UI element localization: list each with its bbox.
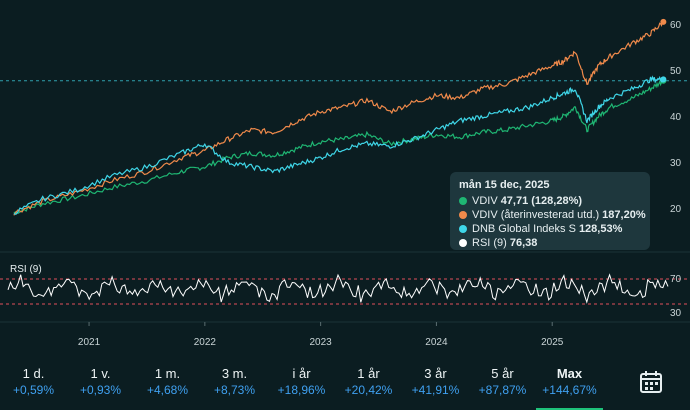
tooltip-row-name: DNB Global Indeks S (472, 223, 576, 235)
period-change: +20,42% (344, 383, 393, 397)
y-tick-label: 30 (670, 158, 682, 169)
y-tick-label: 60 (670, 20, 682, 31)
series-end-point-2 (660, 76, 667, 83)
tooltip-date: mån 15 dec, 2025 (459, 179, 550, 191)
period-label: 3 år (424, 366, 447, 381)
tooltip-row-vdiv: VDIV 47,71 (128,28%) (459, 194, 641, 208)
rsi-lower-label: 30 (670, 308, 682, 319)
period-1y[interactable]: 1 år +20,42% (335, 357, 402, 410)
period-change: +4,68% (146, 383, 189, 397)
tooltip-row-value: 76,38 (509, 237, 538, 249)
period-selector: 1 d. +0,59% 1 v. +0,93% 1 m. +4,68% 3 m.… (0, 357, 690, 410)
tooltip-row-dnb: DNB Global Indeks S 128,53% (459, 222, 641, 236)
period-change: +41,91% (411, 383, 460, 397)
reinvested-dot-icon (459, 211, 467, 219)
calendar-icon (640, 371, 662, 393)
tooltip-row-rsi: RSI (9) 76,38 (459, 236, 641, 250)
period-1m[interactable]: 1 m. +4,68% (134, 357, 201, 410)
period-ytd[interactable]: i år +18,96% (268, 357, 335, 410)
rsi-line (7, 273, 669, 304)
period-label: 1 d. (22, 366, 45, 381)
tooltip-row-name: VDIV (återinvesterad utd.) (472, 209, 600, 221)
x-tick-label: 2025 (541, 337, 564, 348)
y-tick-label: 40 (670, 112, 682, 123)
calendar-button[interactable] (638, 369, 664, 395)
period-change: +8,73% (213, 383, 256, 397)
period-change: +0,93% (79, 383, 122, 397)
period-label: 1 m. (154, 366, 181, 381)
rsi-dot-icon (459, 239, 467, 247)
x-tick-label: 2022 (194, 337, 217, 348)
y-tick-label: 50 (670, 66, 682, 77)
vdiv-dot-icon (459, 197, 467, 205)
period-change: +144,67% (542, 383, 597, 397)
tooltip-row-name: RSI (9) (472, 237, 507, 249)
rsi-title: RSI (9) (10, 264, 42, 275)
tooltip-row-value: 128,53% (578, 223, 623, 235)
period-1w[interactable]: 1 v. +0,93% (67, 357, 134, 410)
series-line-2 (13, 75, 664, 215)
y-tick-label: 20 (670, 204, 682, 215)
tooltip-row-value: 187,20% (602, 209, 646, 221)
period-label: 3 m. (221, 366, 248, 381)
period-3m[interactable]: 3 m. +8,73% (201, 357, 268, 410)
period-3y[interactable]: 3 år +41,91% (402, 357, 469, 410)
period-max[interactable]: Max +144,67% (536, 357, 603, 410)
x-tick-label: 2023 (310, 337, 333, 348)
period-1d[interactable]: 1 d. +0,59% (0, 357, 67, 410)
series-line-1 (13, 20, 664, 216)
period-label: 5 år (491, 366, 514, 381)
period-label: 1 v. (90, 366, 111, 381)
period-5y[interactable]: 5 år +87,87% (469, 357, 536, 410)
period-change: +18,96% (277, 383, 326, 397)
period-label: i år (292, 366, 311, 381)
period-change: +0,59% (12, 383, 55, 397)
period-label: 1 år (357, 366, 380, 381)
x-tick-label: 2024 (425, 337, 448, 348)
hover-tooltip: mån 15 dec, 2025 VDIV 47,71 (128,28%) VD… (450, 172, 650, 250)
period-change: +87,87% (478, 383, 527, 397)
rsi-upper-label: 70 (670, 274, 682, 285)
tooltip-row-name: VDIV (472, 195, 498, 207)
series-end-point-1 (660, 18, 667, 25)
period-label: Max (556, 366, 583, 381)
tooltip-row-reinvested: VDIV (återinvesterad utd.) 187,20% (459, 208, 646, 222)
tooltip-row-value: 47,71 (128,28%) (500, 195, 583, 207)
x-tick-label: 2021 (78, 337, 101, 348)
dnb-dot-icon (459, 225, 467, 233)
